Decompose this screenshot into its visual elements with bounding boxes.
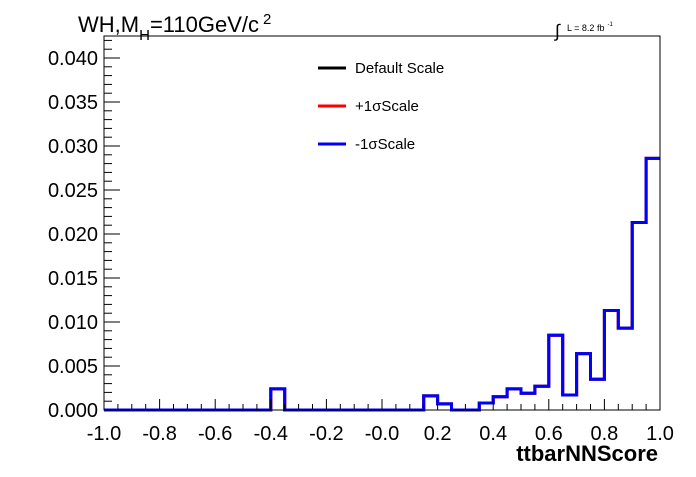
x-tick-label: 1.0 bbox=[646, 423, 674, 445]
x-tick-label: -0.6 bbox=[198, 423, 232, 445]
legend-label-2: -1σScale bbox=[355, 136, 415, 153]
chart-title-superscript: 2 bbox=[263, 11, 271, 28]
axis-layer: -1.0 -0.8 -0.6 -0.4 -0.2 -0.0 0.2 0.4 0.6 0.8 1.0 0… bbox=[48, 39, 674, 445]
y-tick-label: 0.005 bbox=[48, 356, 98, 378]
luminosity-superscript: -1 bbox=[607, 22, 613, 28]
y-tick-label: 0.010 bbox=[48, 312, 98, 334]
x-tick-label: 0.6 bbox=[535, 423, 563, 445]
x-tick-label: 0.2 bbox=[424, 423, 452, 445]
chart-title: WH,MH=110GeV/c 2 bbox=[78, 11, 271, 44]
x-tick-label: -0.0 bbox=[365, 423, 399, 445]
luminosity-label: L = 8.2 fb -1 bbox=[567, 22, 613, 33]
legend-label-0: Default Scale bbox=[355, 60, 444, 77]
luminosity-integral: ∫ bbox=[553, 21, 561, 41]
x-tick-label: -0.8 bbox=[142, 423, 176, 445]
series-line-2 bbox=[104, 156, 660, 412]
y-tick-label: 0.035 bbox=[48, 92, 98, 114]
x-axis-label: ttbarNNScore bbox=[516, 441, 658, 466]
y-tick-label: 0.025 bbox=[48, 180, 98, 202]
y-tick-label: 0.020 bbox=[48, 224, 98, 246]
y-tick-label: 0.015 bbox=[48, 268, 98, 290]
legend-label-1: +1σScale bbox=[355, 98, 419, 115]
series-layer bbox=[104, 156, 660, 412]
y-tick-label: 0.040 bbox=[48, 48, 98, 70]
x-tick-label: -0.2 bbox=[309, 423, 343, 445]
y-tick-label: 0.000 bbox=[48, 400, 98, 422]
luminosity-text: L = 8.2 fb bbox=[567, 23, 604, 33]
chart-title-rest: =110GeV/c bbox=[150, 12, 259, 37]
chart-title-subscript: H bbox=[139, 27, 150, 44]
y-tick-label: 0.030 bbox=[48, 136, 98, 158]
x-tick-label: 0.8 bbox=[590, 423, 618, 445]
x-tick-label: -1.0 bbox=[87, 423, 121, 445]
chart-title-main: WH,M bbox=[78, 12, 139, 37]
x-tick-label: -0.4 bbox=[254, 423, 288, 445]
x-tick-label: 0.4 bbox=[479, 423, 507, 445]
legend: Default Scale +1σScale -1σScale bbox=[318, 60, 444, 153]
